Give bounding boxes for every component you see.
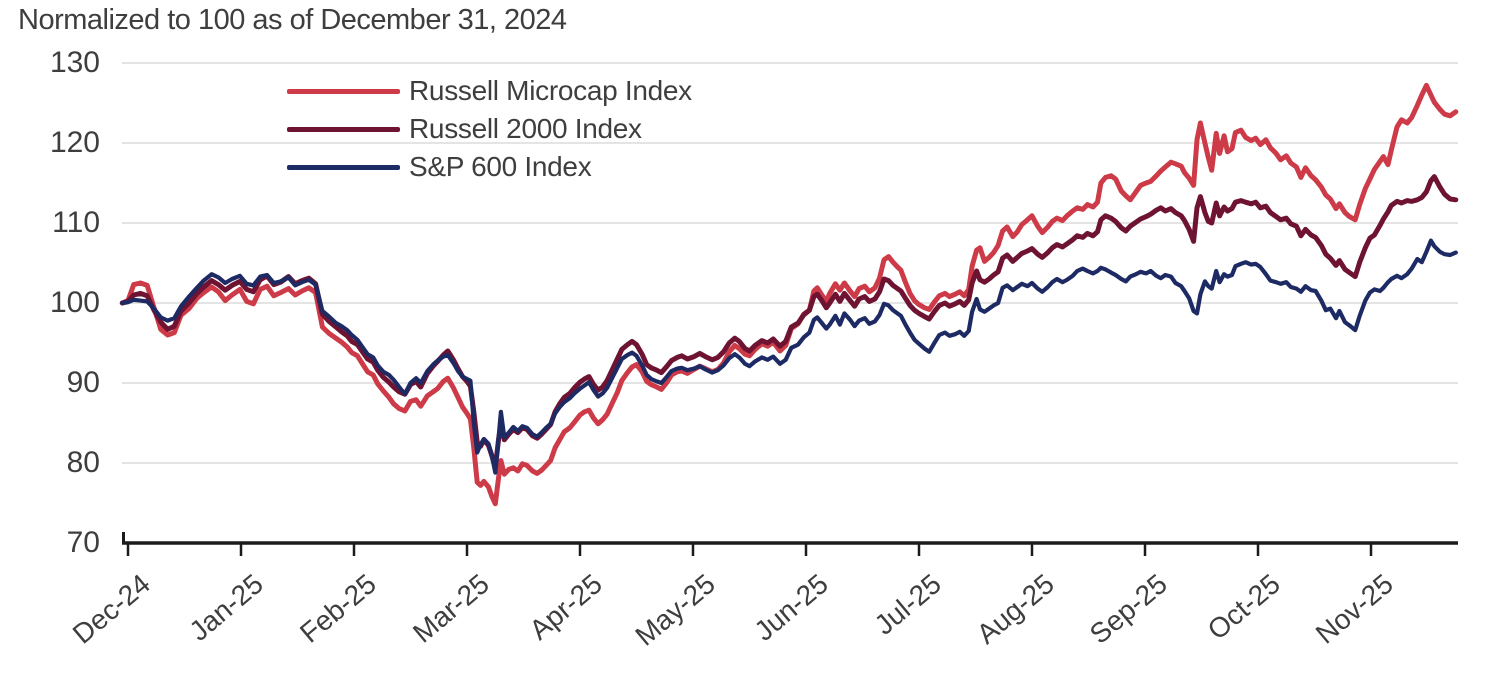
legend-label-russell-2000-index: Russell 2000 Index: [409, 113, 642, 144]
y-tick-label-80: 80: [66, 446, 100, 479]
legend-label-russell-microcap-index: Russell Microcap Index: [409, 75, 692, 106]
y-tick-label-120: 120: [49, 126, 100, 159]
legend-item-s-p-600-index: S&P 600 Index: [287, 148, 692, 186]
series-line-s-p-600-index: [120, 238, 1458, 475]
y-tick-label-100: 100: [49, 286, 100, 319]
legend: Russell Microcap Index Russell 2000 Index…: [287, 72, 692, 186]
series-line-russell-microcap-index: [119, 82, 1459, 507]
y-tick-label-90: 90: [66, 366, 100, 399]
legend-label-s-p-600-index: S&P 600 Index: [409, 151, 592, 182]
chart-title: Normalized to 100 as of December 31, 202…: [18, 4, 567, 36]
legend-item-russell-microcap-index: Russell Microcap Index: [287, 72, 692, 110]
legend-swatch-s-p-600-index: [287, 164, 400, 170]
y-tick-label-110: 110: [52, 206, 100, 239]
legend-swatch-russell-microcap-index: [287, 88, 400, 94]
y-tick-label-130: 130: [49, 46, 100, 79]
legend-item-russell-2000-index: Russell 2000 Index: [287, 110, 692, 148]
legend-swatch-russell-2000-index: [287, 126, 400, 132]
y-tick-label-70: 70: [66, 526, 100, 559]
